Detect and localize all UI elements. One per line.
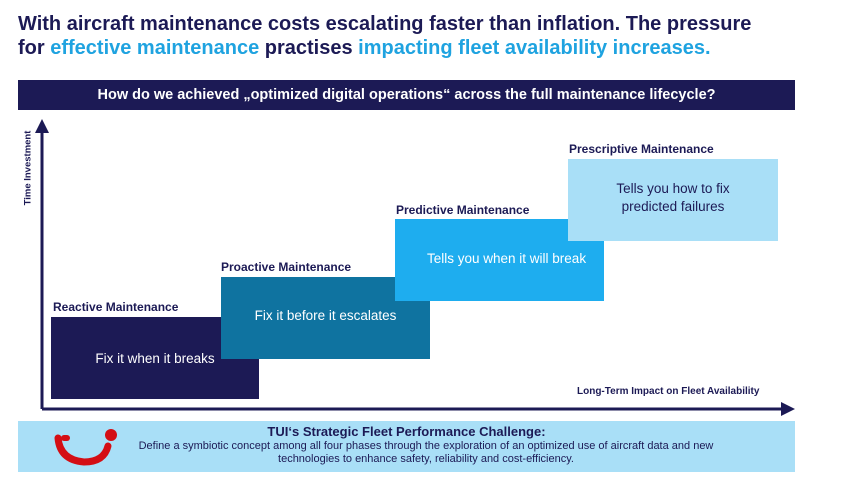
headline-line-1: With aircraft maintenance costs escalati… — [18, 13, 752, 35]
challenge-banner: TUI‘s Strategic Fleet Performance Challe… — [18, 421, 795, 472]
x-axis-label: Long-Term Impact on Fleet Availability — [577, 386, 760, 397]
proactive-maintenance-title: Proactive Maintenance — [221, 260, 352, 274]
predictive-maintenance-title: Predictive Maintenance — [396, 203, 530, 217]
headline: With aircraft maintenance costs escalati… — [18, 12, 858, 60]
prescriptive-maintenance-box: Tells you how to fix predicted failures — [568, 159, 778, 241]
y-axis-label: Time Investment — [22, 130, 34, 206]
tui-smile-logo-icon — [54, 429, 117, 466]
challenge-body: Define a symbiotic concept among all fou… — [138, 440, 714, 465]
headline-highlight-1: effective maintenance — [50, 37, 260, 59]
prescriptive-maintenance-title: Prescriptive Maintenance — [569, 142, 714, 156]
headline-highlight-2: impacting fleet availability increases. — [358, 37, 711, 59]
reactive-maintenance-title: Reactive Maintenance — [53, 300, 179, 314]
question-banner: How do we achieved „optimized digital op… — [18, 80, 795, 110]
headline-for: for — [18, 37, 51, 59]
x-axis-arrowhead — [781, 402, 795, 416]
headline-mid: practises — [259, 37, 359, 59]
y-axis-arrowhead — [35, 119, 49, 133]
challenge-title: TUI‘s Strategic Fleet Performance Challe… — [267, 424, 546, 439]
headline-line-2: for effective maintenance practises impa… — [18, 36, 858, 60]
